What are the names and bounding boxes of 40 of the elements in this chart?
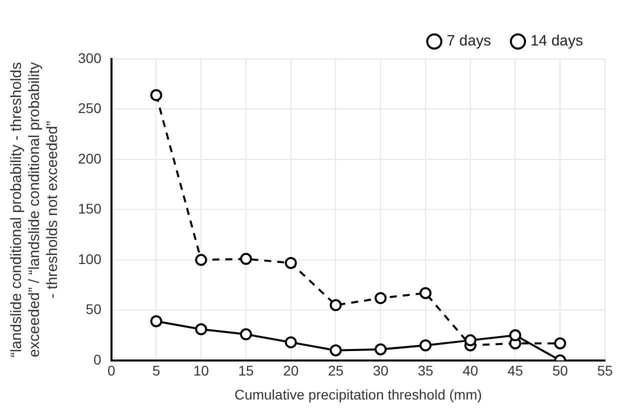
point bbox=[509, 329, 522, 342]
point bbox=[284, 256, 297, 269]
x-tick-label: 50 bbox=[552, 362, 568, 379]
y-tick-label: 100 bbox=[78, 250, 102, 267]
y-tick-label: 250 bbox=[78, 100, 102, 116]
y-tick-label: 50 bbox=[86, 301, 102, 318]
point bbox=[240, 252, 252, 265]
x-tick-label: 25 bbox=[328, 362, 344, 379]
y-tick-label: 0 bbox=[94, 351, 102, 368]
y-tick-label: 300 bbox=[78, 50, 102, 66]
point bbox=[330, 344, 342, 356]
x-tick-label: 35 bbox=[418, 362, 434, 379]
point bbox=[419, 339, 432, 352]
y-axis-title: “landslide conditional probability - thresholds exceeded” / “landslide conditional probability - thresholds not exceeded” bbox=[8, 62, 62, 358]
legend-label: 14 days bbox=[530, 32, 584, 50]
point bbox=[195, 254, 208, 266]
x-tick-label: 30 bbox=[372, 362, 389, 379]
y-tick-label: 200 bbox=[78, 150, 102, 166]
legend-label: 7 days bbox=[446, 32, 491, 50]
point bbox=[554, 337, 566, 350]
point bbox=[464, 334, 476, 346]
point bbox=[150, 89, 162, 102]
point bbox=[195, 323, 208, 336]
point bbox=[284, 336, 297, 348]
x-tick-label: 45 bbox=[507, 362, 524, 379]
point bbox=[240, 328, 252, 340]
point bbox=[374, 292, 387, 304]
x-axis-title: Cumulative precipitation threshold (mm) bbox=[234, 386, 482, 402]
point bbox=[150, 315, 162, 328]
x-tick-label: 55 bbox=[597, 362, 613, 379]
point bbox=[330, 299, 342, 312]
x-tick-label: 20 bbox=[283, 362, 299, 379]
point bbox=[374, 343, 387, 356]
x-tick-label: 15 bbox=[238, 362, 254, 379]
x-tick-label: 0 bbox=[107, 362, 116, 379]
x-tick-label: 40 bbox=[462, 362, 478, 379]
x-tick-label: 10 bbox=[193, 362, 210, 379]
y-tick-label: 150 bbox=[78, 200, 102, 217]
x-tick-label: 5 bbox=[152, 362, 160, 379]
point bbox=[419, 287, 432, 300]
